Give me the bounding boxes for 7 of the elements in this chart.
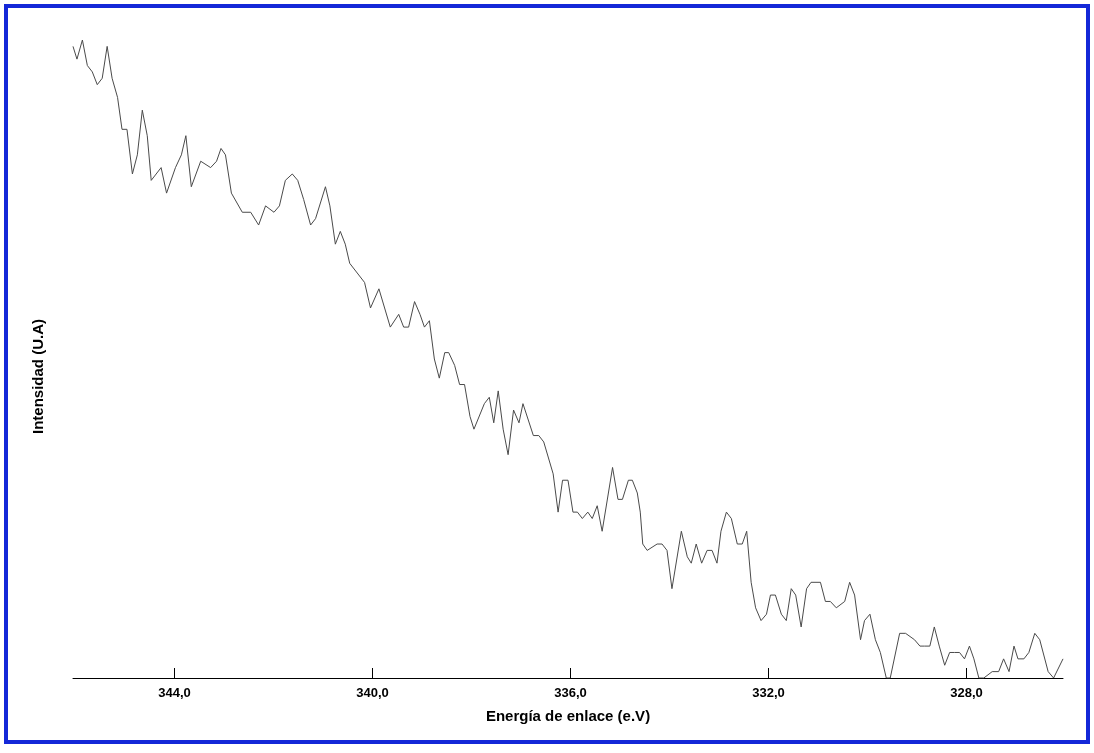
x-tick-label: 332,0 [752,685,785,700]
x-tick-label: 340,0 [356,685,389,700]
x-axis-title: Energía de enlace (e.V) [485,707,651,724]
x-tick-label: 344,0 [158,685,191,700]
x-tick-label: 336,0 [554,685,587,700]
x-tick-label: 328,0 [950,685,983,700]
y-axis-title: Intensidad (U.A) [29,319,46,434]
